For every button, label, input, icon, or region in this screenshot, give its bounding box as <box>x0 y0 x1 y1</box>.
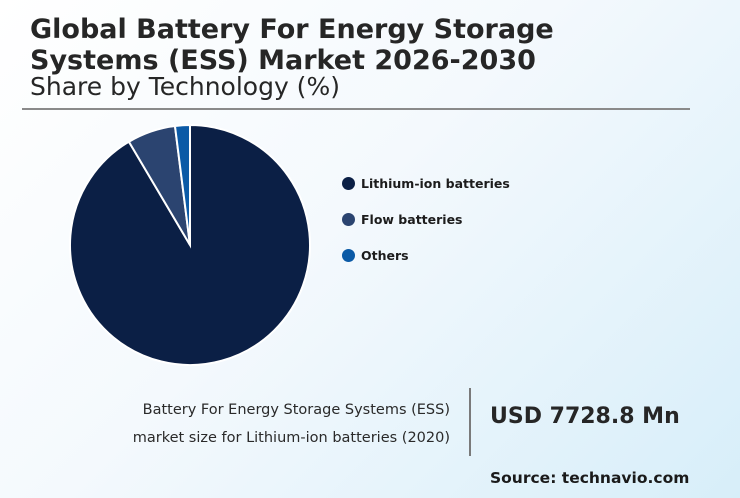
footer-divider <box>469 388 471 456</box>
legend-label-others: Others <box>361 247 409 263</box>
legend-swatch-lithium-ion <box>342 176 355 190</box>
legend-swatch-others <box>342 248 355 262</box>
legend: Lithium-ion batteries Flow batteries Oth… <box>342 174 510 282</box>
chart-subtitle: Share by Technology (%) <box>30 72 340 101</box>
market-size-value: USD 7728.8 Mn <box>490 404 680 429</box>
legend-label-lithium-ion: Lithium-ion batteries <box>361 175 510 191</box>
legend-item-lithium-ion: Lithium-ion batteries <box>342 174 510 192</box>
pie-slice-others <box>173 123 191 246</box>
legend-label-flow: Flow batteries <box>361 211 463 227</box>
market-size-note-line2: market size for Lithium-ion batteries (2… <box>132 430 450 446</box>
legend-item-others: Others <box>342 246 510 264</box>
chart-title: Global Battery For Energy Storage System… <box>30 14 554 76</box>
pie-chart <box>69 123 311 366</box>
legend-swatch-flow <box>342 212 355 226</box>
header-divider <box>22 108 690 110</box>
legend-item-flow: Flow batteries <box>342 210 510 228</box>
market-size-note: Battery For Energy Storage Systems (ESS)… <box>133 396 450 452</box>
market-size-note-line1: Battery For Energy Storage Systems (ESS) <box>142 402 450 418</box>
source-credit: Source: technavio.com <box>490 469 690 487</box>
